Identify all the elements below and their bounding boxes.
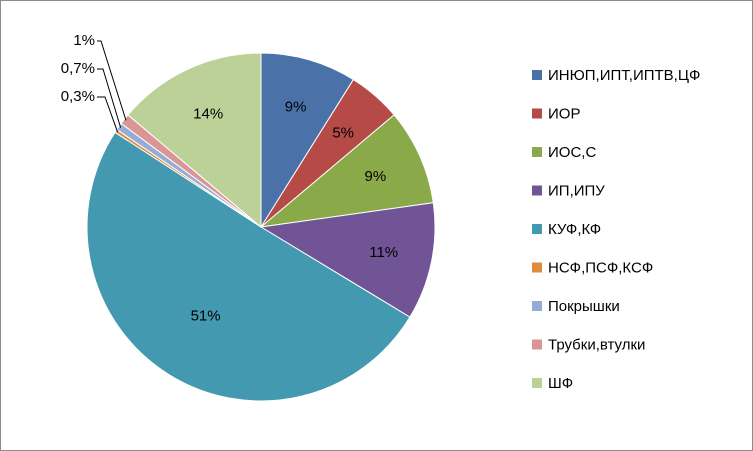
slice-label-3: 9%: [365, 168, 387, 185]
legend-label-5: КУФ,КФ: [548, 221, 601, 238]
legend-label-7: Покрышки: [548, 298, 620, 315]
slice-label-7: 0,7%: [61, 60, 95, 77]
legend-label-8: Трубки,втулки: [548, 337, 645, 354]
legend-label-3: ИОС,С: [548, 144, 596, 161]
legend-swatch-9: [532, 378, 542, 388]
legend-label-9: ШФ: [548, 375, 573, 392]
legend-label-2: ИОР: [548, 106, 580, 123]
pie-slice-4: [259, 202, 436, 318]
legend-swatch-2: [532, 108, 542, 119]
legend-swatch-7: [532, 301, 542, 311]
legend-swatch-4: [532, 185, 542, 196]
slice-label-4: 11%: [369, 244, 398, 261]
legend-swatch-5: [532, 224, 542, 234]
legend-label-6: НСФ,ПСФ,КСФ: [548, 260, 653, 277]
leader-line-7: [97, 68, 122, 128]
pie-slice-3: [259, 114, 434, 228]
pie-slice-9: [127, 52, 262, 229]
pie-slice-5: [86, 131, 411, 402]
legend-swatch-6: [532, 262, 542, 273]
legend-label-4: ИП,ИПУ: [548, 183, 605, 200]
slice-label-6: 0,3%: [61, 88, 95, 105]
slice-label-8: 1%: [73, 32, 95, 49]
slice-label-2: 5%: [332, 124, 354, 141]
slice-labels: 9% 5% 9% 11% 51% 0,3% 0,7% 1% 14%: [61, 32, 398, 325]
leader-line-6: [97, 96, 119, 133]
slice-label-9: 14%: [193, 105, 223, 122]
legend-label-1: ИНЮП,ИПТ,ИПТВ,ЦФ: [548, 67, 700, 84]
pie-slices: [86, 52, 436, 402]
slice-label-5: 51%: [191, 308, 221, 325]
leader-lines: [97, 40, 127, 133]
legend: ИНЮП,ИПТ,ИПТВ,ЦФ ИОР ИОС,С ИП,ИПУ КУФ,КФ НСФ,…: [532, 67, 700, 392]
pie-slice-1: [260, 52, 355, 229]
legend-swatch-8: [532, 339, 542, 350]
legend-swatch-1: [532, 70, 542, 80]
slice-label-1: 9%: [285, 99, 307, 116]
legend-swatch-3: [532, 147, 542, 157]
leader-line-8: [97, 40, 127, 121]
